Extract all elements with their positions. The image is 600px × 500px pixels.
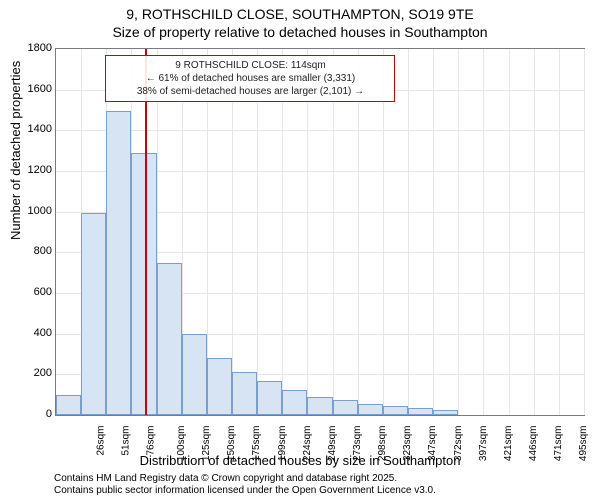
x-tick-label: 323sqm — [402, 426, 413, 462]
histogram-bar — [383, 406, 408, 415]
x-tick-label: 199sqm — [277, 426, 288, 462]
y-tick-label: 1600 — [12, 83, 52, 95]
histogram-bar — [358, 404, 383, 415]
grid-line-v — [408, 49, 409, 415]
chart-footnote: Contains HM Land Registry data © Crown c… — [54, 473, 436, 497]
grid-line-v — [559, 49, 560, 415]
property-marker-line — [145, 49, 147, 415]
y-tick-label: 0 — [12, 408, 52, 420]
grid-line-v — [383, 49, 384, 415]
y-tick-label: 600 — [12, 286, 52, 298]
histogram-bar — [307, 397, 332, 415]
x-tick-label: 150sqm — [226, 426, 237, 462]
x-tick-label: 273sqm — [352, 426, 363, 462]
histogram-bar — [81, 213, 106, 415]
grid-line-v — [509, 49, 510, 415]
x-tick-label: 224sqm — [302, 426, 313, 462]
grid-line-v — [358, 49, 359, 415]
y-tick-label: 1400 — [12, 123, 52, 135]
y-tick-label: 400 — [12, 327, 52, 339]
x-tick-label: 100sqm — [176, 426, 187, 462]
chart-title-main: 9, ROTHSCHILD CLOSE, SOUTHAMPTON, SO19 9… — [0, 6, 600, 22]
y-tick-label: 1800 — [12, 42, 52, 54]
x-tick-label: 125sqm — [201, 426, 212, 462]
x-tick-label: 51sqm — [120, 426, 131, 456]
histogram-bar — [433, 410, 458, 415]
y-tick-label: 1200 — [12, 164, 52, 176]
grid-line-v — [534, 49, 535, 415]
grid-line-h — [56, 130, 584, 131]
grid-line-v — [483, 49, 484, 415]
plot-area: 9 ROTHSCHILD CLOSE: 114sqm ← 61% of deta… — [55, 48, 585, 416]
y-tick-label: 800 — [12, 245, 52, 257]
chart-title-sub: Size of property relative to detached ho… — [0, 24, 600, 40]
histogram-bar — [106, 111, 131, 415]
grid-line-v — [232, 49, 233, 415]
histogram-bar — [207, 358, 232, 415]
grid-line-v — [333, 49, 334, 415]
x-tick-label: 421sqm — [503, 426, 514, 462]
y-tick-label: 200 — [12, 367, 52, 379]
x-tick-label: 249sqm — [327, 426, 338, 462]
x-tick-label: 471sqm — [553, 426, 564, 462]
annotation-line2: ← 61% of detached houses are smaller (3,… — [114, 72, 386, 85]
grid-line-v — [433, 49, 434, 415]
grid-line-v — [458, 49, 459, 415]
grid-line-v — [307, 49, 308, 415]
x-tick-label: 26sqm — [95, 426, 106, 456]
histogram-bar — [408, 408, 433, 415]
annotation-line1: 9 ROTHSCHILD CLOSE: 114sqm — [114, 59, 386, 72]
histogram-bar — [333, 400, 358, 415]
histogram-bar — [232, 372, 257, 415]
annotation-line3: 38% of semi-detached houses are larger (… — [114, 85, 386, 98]
grid-line-v — [584, 49, 585, 415]
x-tick-label: 372sqm — [453, 426, 464, 462]
grid-line-v — [282, 49, 283, 415]
histogram-bar — [182, 334, 207, 415]
x-tick-label: 347sqm — [428, 426, 439, 462]
histogram-bar — [56, 395, 81, 415]
histogram-bar — [157, 263, 182, 416]
x-tick-label: 76sqm — [145, 426, 156, 456]
x-tick-label: 175sqm — [252, 426, 263, 462]
histogram-bar — [131, 153, 156, 415]
x-tick-label: 495sqm — [578, 426, 589, 462]
annotation-box: 9 ROTHSCHILD CLOSE: 114sqm ← 61% of deta… — [105, 55, 395, 102]
x-tick-label: 397sqm — [478, 426, 489, 462]
x-tick-label: 446sqm — [528, 426, 539, 462]
grid-line-v — [257, 49, 258, 415]
y-tick-label: 1000 — [12, 205, 52, 217]
histogram-bar — [282, 390, 307, 415]
x-tick-label: 298sqm — [377, 426, 388, 462]
histogram-bar — [257, 381, 282, 415]
